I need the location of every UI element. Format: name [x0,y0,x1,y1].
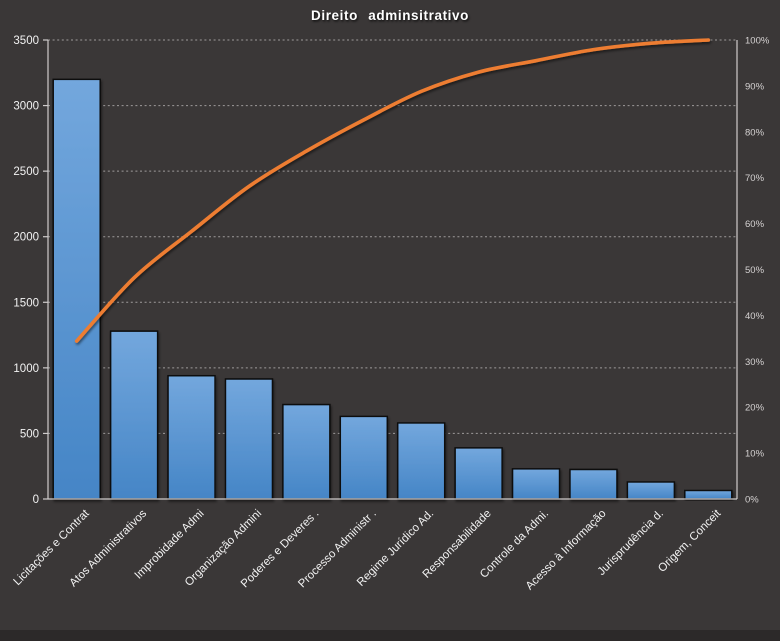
axes [43,39,738,500]
y-axis-left-label: 2000 [13,232,39,244]
cumulative-line[interactable] [74,38,711,343]
y-axis-left-label: 1000 [13,363,39,375]
bar[interactable] [511,468,561,500]
y-axis-right-label: 80% [745,127,765,138]
y-axis-left-labels: 0 500 1000 1500 2000 2500 3000 3500 [13,35,39,506]
bar[interactable] [224,378,274,500]
y-axis-left-label: 0 [33,494,39,506]
bar[interactable] [626,481,676,500]
bar-series[interactable] [52,78,733,500]
y-axis-right-label: 70% [745,173,765,184]
y-axis-right-label: 40% [745,311,765,322]
y-axis-right-label: 0% [745,495,759,506]
bar[interactable] [282,403,331,500]
y-axis-left-label: 1500 [13,297,39,309]
bar[interactable] [52,78,101,500]
bar[interactable] [339,415,389,500]
y-axis-left-label: 3000 [13,101,39,113]
bar[interactable] [109,330,159,500]
y-axis-right-label: 90% [745,81,765,92]
bar[interactable] [454,447,503,500]
y-axis-left-label: 500 [20,428,39,440]
y-axis-left-label: 2500 [13,166,39,178]
y-axis-right-label: 60% [745,219,765,230]
y-axis-right-label: 20% [745,403,765,414]
bar[interactable] [396,422,446,500]
bar[interactable] [684,489,733,500]
y-axis-right-label: 10% [745,449,765,460]
y-axis-right-label: 30% [745,357,765,368]
y-axis-right-label: 50% [745,265,765,276]
bar[interactable] [167,374,216,500]
y-axis-right-label: 100% [745,36,770,47]
chart-title: Direito adminsitrativo [311,8,469,23]
bar[interactable] [569,468,618,500]
y-axis-right-labels: 0% 10% 20% 30% 40% 50% 60% 70% 80% 90% 100% [745,36,770,506]
y-axis-left-label: 3500 [13,35,39,47]
bottom-strip [0,630,780,641]
